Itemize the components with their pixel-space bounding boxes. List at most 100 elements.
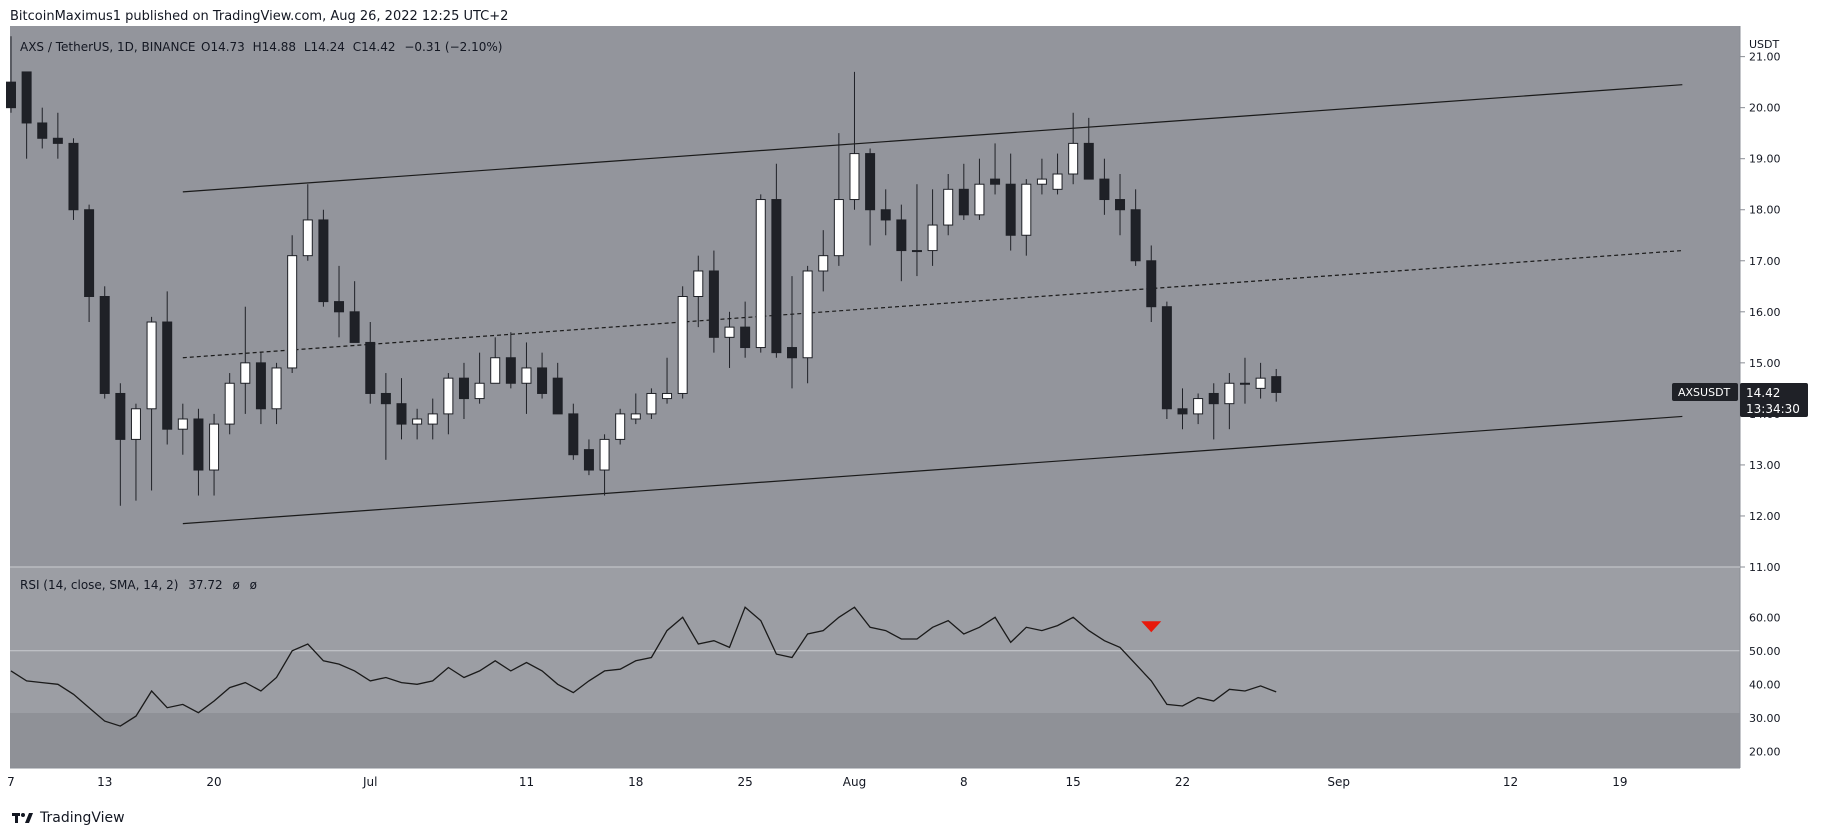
candle-body: [1005, 183, 1016, 236]
bull-candle: [755, 194, 766, 353]
time-tick-label: 7: [7, 775, 15, 789]
bull-candle: [630, 393, 641, 425]
bear-candle: [880, 189, 891, 236]
bear-candle: [334, 265, 345, 338]
candle-body: [193, 418, 204, 471]
bull-candle: [599, 434, 610, 496]
rsi-label: RSI (14, close, SMA, 14, 2) 37.72 ø ø: [20, 578, 257, 592]
price-panel[interactable]: [10, 26, 1740, 567]
bear-candle: [458, 362, 469, 419]
candle-body: [802, 270, 813, 359]
bear-candle: [865, 148, 876, 246]
ohlc-low: 14.24: [311, 40, 345, 54]
bear-candle: [37, 107, 48, 149]
rsi-value: 37.72: [188, 578, 222, 592]
candle-body: [943, 188, 954, 226]
channel-mid-dashed-line: [182, 249, 1683, 359]
candle-body: [302, 219, 313, 257]
candle-body: [646, 392, 657, 415]
bull-candle: [146, 316, 157, 491]
price-tick-label: 19.00: [1749, 153, 1781, 166]
bear-candle: [255, 352, 266, 425]
price-tick-label: 21.00: [1749, 51, 1781, 64]
candle-body: [677, 296, 688, 394]
bull-candle: [927, 189, 938, 266]
bull-candle: [1255, 362, 1266, 399]
candle-body: [224, 382, 235, 425]
candle-body: [1193, 398, 1204, 415]
candlesticks: [6, 36, 1282, 506]
candle-body: [896, 219, 907, 252]
candle-body: [552, 377, 563, 415]
candle-body: [693, 270, 704, 298]
bear-candle: [1208, 383, 1219, 440]
bear-candle: [1130, 189, 1141, 266]
bull-candle: [271, 362, 282, 425]
candle-body: [724, 326, 735, 338]
ohlc-change: −0.31 (−2.10%): [404, 40, 502, 54]
rsi-tick-label: 40.00: [1749, 678, 1781, 691]
bull-candle: [818, 230, 829, 292]
channel-upper-line: [182, 84, 1683, 193]
time-tick-label: Jul: [362, 775, 377, 789]
rsi-tick-label: 60.00: [1749, 611, 1781, 624]
candle-body: [662, 392, 673, 400]
bear-candle: [787, 276, 797, 389]
bull-candle: [662, 357, 673, 404]
candle-body: [958, 188, 969, 216]
bear-candle: [84, 204, 95, 323]
candle-body: [927, 224, 938, 252]
bull-candle: [833, 133, 844, 266]
bull-candle: [521, 342, 532, 414]
bull-candle: [693, 255, 704, 328]
rsi-layer: [10, 606, 1740, 727]
candle-body: [1161, 306, 1172, 410]
candle-body: [1021, 183, 1032, 236]
last-price-box: [1740, 383, 1808, 417]
candle-body: [1036, 178, 1047, 185]
footer-branding[interactable]: TradingView: [12, 810, 125, 826]
time-tick-label: 12: [1503, 775, 1518, 789]
bear-candle: [771, 163, 782, 358]
bear-candle: [99, 286, 110, 399]
candle-body: [1177, 408, 1188, 415]
rsi-tick-label: 50.00: [1749, 645, 1781, 658]
bear-candle: [1005, 153, 1016, 251]
rsi-tick-label: 20.00: [1749, 745, 1781, 758]
candle-body: [818, 255, 829, 272]
time-tick-label: 22: [1175, 775, 1190, 789]
candle-body: [537, 367, 548, 394]
candle-body: [990, 178, 1001, 185]
bull-candle: [224, 373, 235, 435]
ohlc-legend: O14.73 H14.88 L14.24 C14.42 −0.31 (−2.10…: [201, 40, 502, 54]
bear-candle: [1271, 368, 1282, 402]
bear-candle: [365, 322, 376, 404]
channel-lower-line: [182, 415, 1683, 525]
time-tick-label: Aug: [843, 775, 866, 789]
bull-candle: [724, 311, 735, 368]
candle-body: [1271, 376, 1282, 393]
bull-candle: [1193, 393, 1204, 425]
candle-body: [787, 347, 797, 359]
candle-body: [521, 367, 532, 384]
bear-candle: [396, 378, 407, 440]
bull-candle: [1224, 373, 1235, 430]
bull-candle: [615, 408, 626, 445]
last-price-badge[interactable]: AXSUSDT 14.42 13:34:30: [1672, 383, 1808, 417]
ohlc-high: 14.88: [262, 40, 296, 54]
candle-body: [568, 413, 579, 456]
candle-body: [974, 183, 985, 216]
bear-candle: [52, 112, 63, 159]
bear-candle: [318, 209, 329, 307]
candle-body: [209, 423, 220, 471]
time-axis-area[interactable]: [10, 768, 1740, 798]
time-tick-label: 18: [628, 775, 643, 789]
candle-body: [1099, 178, 1110, 201]
bull-candle: [911, 184, 922, 277]
bull-candle: [849, 71, 860, 210]
candle-body: [99, 296, 110, 394]
candle-body: [849, 153, 860, 201]
bull-candle: [490, 337, 501, 384]
bull-candle: [443, 373, 454, 435]
